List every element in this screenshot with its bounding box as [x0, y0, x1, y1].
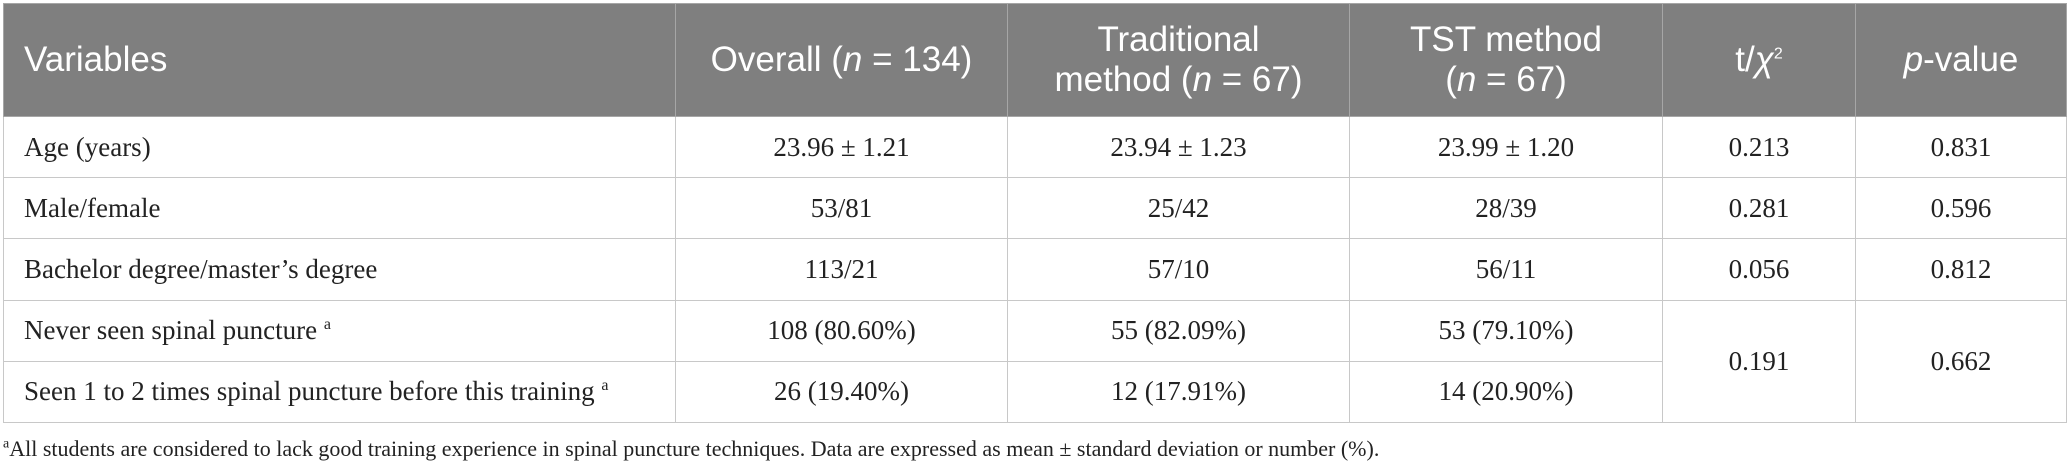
- cell-traditional: 12 (17.91%): [1007, 360, 1350, 424]
- header-tst: TST method (n = 67): [1349, 3, 1663, 117]
- cell-tst: 28/39: [1349, 177, 1663, 240]
- header-traditional: Traditional method (n = 67): [1007, 3, 1350, 117]
- cell-overall: 53/81: [675, 177, 1008, 240]
- cell-statistic-merged: 0.191: [1662, 299, 1856, 424]
- cell-variable: Bachelor degree/master’s degree: [3, 238, 676, 301]
- table-header-row: Variables Overall (n = 134) Traditional m…: [3, 3, 2067, 117]
- cell-statistic: 0.213: [1662, 115, 1856, 179]
- cell-variable: Male/female: [3, 177, 676, 240]
- header-pvalue: p-value: [1855, 3, 2067, 117]
- cell-variable: Age (years): [3, 115, 676, 179]
- footnote-marker: a: [3, 436, 10, 452]
- cell-variable: Seen 1 to 2 times spinal puncture before…: [3, 360, 676, 424]
- characteristics-table: Variables Overall (n = 134) Traditional m…: [3, 3, 2067, 424]
- footnote-marker: a: [601, 377, 609, 395]
- table-footnote: aAll students are considered to lack goo…: [3, 436, 1379, 462]
- cell-tst: 23.99 ± 1.20: [1349, 115, 1663, 179]
- cell-statistic: 0.056: [1662, 238, 1856, 301]
- cell-traditional: 57/10: [1007, 238, 1350, 301]
- cell-traditional: 25/42: [1007, 177, 1350, 240]
- table-row: Age (years) 23.96 ± 1.21 23.94 ± 1.23 23…: [3, 115, 2067, 179]
- cell-statistic: 0.281: [1662, 177, 1856, 240]
- table-row: Seen 1 to 2 times spinal puncture before…: [3, 360, 2067, 424]
- cell-tst: 53 (79.10%): [1349, 299, 1663, 362]
- cell-overall: 108 (80.60%): [675, 299, 1008, 362]
- cell-pvalue: 0.596: [1855, 177, 2067, 240]
- header-overall: Overall (n = 134): [675, 3, 1008, 117]
- table-row: Bachelor degree/master’s degree 113/21 5…: [3, 238, 2067, 301]
- cell-overall: 23.96 ± 1.21: [675, 115, 1008, 179]
- cell-overall: 26 (19.40%): [675, 360, 1008, 424]
- cell-pvalue: 0.831: [1855, 115, 2067, 179]
- cell-pvalue: 0.812: [1855, 238, 2067, 301]
- cell-tst: 56/11: [1349, 238, 1663, 301]
- footnote-marker: a: [323, 316, 331, 334]
- header-variables: Variables: [3, 3, 676, 117]
- cell-overall: 113/21: [675, 238, 1008, 301]
- table-row: Male/female 53/81 25/42 28/39 0.281 0.59…: [3, 177, 2067, 240]
- header-statistic: t/χ2: [1662, 3, 1856, 117]
- table-row: Never seen spinal puncture a 108 (80.60%…: [3, 299, 2067, 424]
- cell-traditional: 23.94 ± 1.23: [1007, 115, 1350, 179]
- cell-tst: 14 (20.90%): [1349, 360, 1663, 424]
- cell-pvalue-merged: 0.662: [1855, 299, 2067, 424]
- footnote-text: All students are considered to lack good…: [9, 436, 1380, 461]
- cell-variable: Never seen spinal puncture a: [3, 299, 676, 362]
- cell-traditional: 55 (82.09%): [1007, 299, 1350, 362]
